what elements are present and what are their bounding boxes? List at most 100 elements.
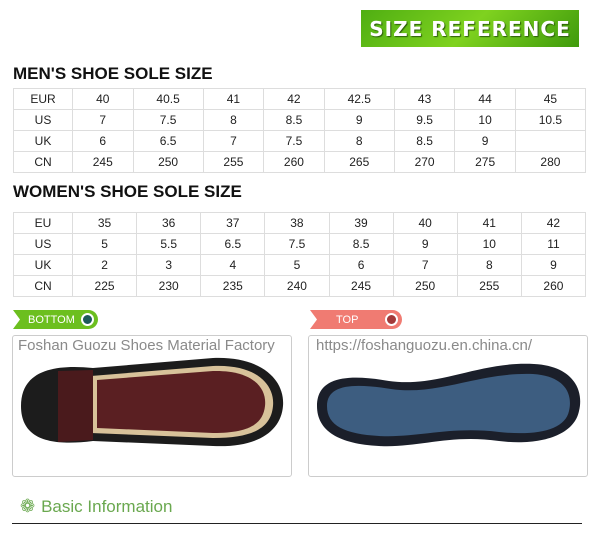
table-cell: UK (13, 254, 73, 276)
top-tag: TOP (310, 310, 402, 329)
table-cell: 10 (454, 109, 516, 131)
table-cell: 6.5 (200, 233, 266, 255)
table-row: US 5 5.5 6.5 7.5 8.5 9 10 11 (13, 233, 587, 255)
table-cell: 42 (520, 212, 587, 234)
table-row: CN 245 250 255 260 265 270 275 280 (13, 151, 587, 173)
table-cell: 8.5 (263, 109, 325, 131)
watermark-line1: Foshan Guozu Shoes Material Factory (18, 337, 275, 354)
table-cell: 41 (456, 212, 522, 234)
table-cell: 8.5 (393, 130, 456, 152)
table-cell: US (13, 233, 73, 255)
table-cell: 9 (392, 233, 458, 255)
table-cell: 8.5 (328, 233, 394, 255)
table-cell: 250 (132, 151, 204, 173)
table-cell: 40.5 (132, 88, 204, 110)
table-row: UK 6 6.5 7 7.5 8 8.5 9 (13, 130, 587, 152)
men-size-table: EUR 40 40.5 41 42 42.5 43 44 45 US 7 7.5 8 8.5 9 9.5 10 1… (13, 88, 587, 173)
table-cell: 43 (393, 88, 456, 110)
table-cell: 250 (392, 275, 458, 297)
table-cell: US (13, 109, 73, 131)
table-cell: 235 (200, 275, 266, 297)
table-cell: 35 (71, 212, 138, 234)
table-cell: 7 (72, 109, 134, 131)
flower-icon: ❁ (20, 496, 36, 516)
bottom-image (12, 335, 292, 477)
table-row: UK 2 3 4 5 6 7 8 9 (13, 254, 587, 276)
table-cell: 9.5 (393, 109, 456, 131)
table-cell: 39 (328, 212, 394, 234)
table-cell: 240 (264, 275, 330, 297)
table-row: EU 35 36 37 38 39 40 41 42 (13, 212, 587, 234)
table-cell: 9 (454, 130, 516, 152)
women-title: WOMEN'S SHOE SOLE SIZE (13, 182, 242, 201)
table-cell: 8 (202, 109, 265, 131)
table-cell: 10 (456, 233, 522, 255)
table-cell: 6 (328, 254, 394, 276)
table-cell: 260 (520, 275, 587, 297)
men-title: MEN'S SHOE SOLE SIZE (13, 64, 213, 83)
table-cell: 40 (72, 88, 134, 110)
table-cell: 265 (323, 151, 395, 173)
table-cell: 3 (136, 254, 202, 276)
dot-icon (81, 313, 94, 326)
table-cell: 2 (71, 254, 138, 276)
table-row: CN 225 230 235 240 245 250 255 260 (13, 275, 587, 297)
dot-icon (385, 313, 398, 326)
shoe-sole-bottom-image (21, 357, 284, 447)
basic-information-heading: ❁ Basic Information (20, 496, 172, 517)
table-cell: 225 (71, 275, 138, 297)
table-cell: 8 (323, 130, 395, 152)
table-cell: 45 (514, 88, 587, 110)
table-cell: 42 (263, 88, 325, 110)
table-cell: 255 (202, 151, 265, 173)
table-cell: 36 (136, 212, 202, 234)
table-row: US 7 7.5 8 8.5 9 9.5 10 10.5 (13, 109, 587, 131)
top-label: TOP (336, 313, 359, 326)
basic-title: Basic Information (41, 496, 173, 516)
table-cell: 6.5 (132, 130, 204, 152)
table-cell: 10.5 (514, 109, 587, 131)
table-cell: 255 (456, 275, 522, 297)
bottom-label: BOTTOM (28, 313, 75, 326)
table-cell: 44 (454, 88, 516, 110)
table-cell: 6 (72, 130, 134, 152)
table-cell: 4 (200, 254, 266, 276)
bottom-tag: BOTTOM (13, 310, 98, 329)
table-cell: 42.5 (323, 88, 395, 110)
table-cell (514, 130, 587, 152)
table-cell: 38 (264, 212, 330, 234)
table-cell: 40 (392, 212, 458, 234)
table-cell: 9 (323, 109, 395, 131)
table-cell: 7 (202, 130, 265, 152)
table-cell: 260 (263, 151, 325, 173)
table-cell: 270 (393, 151, 456, 173)
table-cell: 245 (72, 151, 134, 173)
table-cell: 280 (514, 151, 587, 173)
women-size-table: EU 35 36 37 38 39 40 41 42 US 5 5.5 6.5 7.5 8.5 9 10 11 UK… (13, 212, 587, 297)
table-cell: 9 (520, 254, 587, 276)
table-cell: 41 (202, 88, 265, 110)
table-cell: 11 (520, 233, 587, 255)
table-cell: 7.5 (264, 233, 330, 255)
table-cell: CN (13, 275, 73, 297)
table-cell: UK (13, 130, 73, 152)
table-cell: 230 (136, 275, 202, 297)
table-cell: 7.5 (263, 130, 325, 152)
table-cell: 37 (200, 212, 266, 234)
table-cell: 5 (264, 254, 330, 276)
table-cell: 5 (71, 233, 138, 255)
divider (12, 523, 582, 524)
table-cell: 8 (456, 254, 522, 276)
table-cell: 7.5 (132, 109, 204, 131)
table-cell: EU (13, 212, 73, 234)
table-cell: 7 (392, 254, 458, 276)
size-reference-banner: SIZE REFERENCE (361, 10, 579, 47)
watermark-line2: https://foshanguozu.en.china.cn/ (316, 337, 532, 354)
banner-title: SIZE REFERENCE (369, 16, 571, 41)
table-cell: 275 (454, 151, 516, 173)
table-row: EUR 40 40.5 41 42 42.5 43 44 45 (13, 88, 587, 110)
top-image (308, 335, 588, 477)
table-cell: EUR (13, 88, 73, 110)
table-cell: 245 (328, 275, 394, 297)
table-cell: 5.5 (136, 233, 202, 255)
